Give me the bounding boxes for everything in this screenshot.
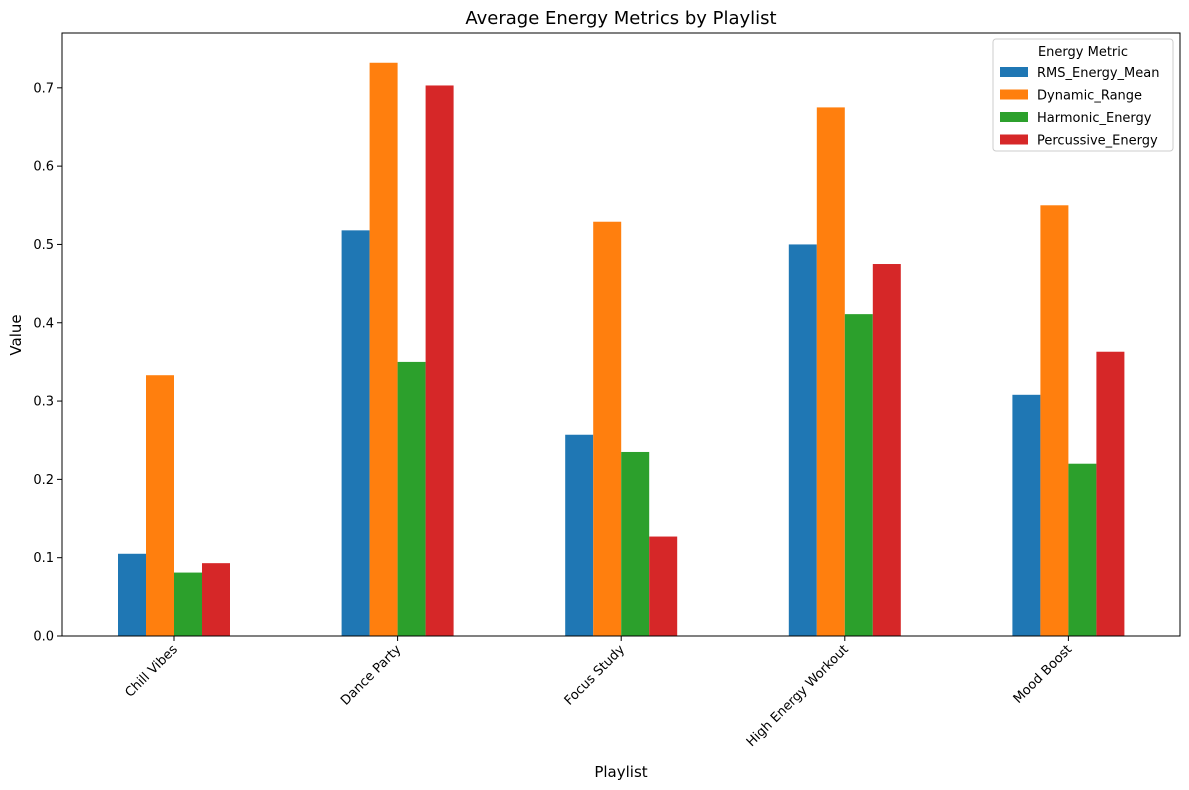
legend-box bbox=[992, 38, 1174, 152]
x-tick-label: Chill Vibes bbox=[122, 642, 181, 701]
bar-percussive-energy-chill-vibes bbox=[202, 563, 230, 636]
x-tick-label: High Energy Workout bbox=[744, 642, 852, 750]
bar-dynamic-range-dance-party bbox=[369, 62, 398, 636]
bar-percussive-energy-focus-study bbox=[649, 536, 678, 636]
plot-frame bbox=[61, 32, 1181, 637]
legend-entries: RMS_Energy_Mean Dynamic_Range Harmonic_Ene… bbox=[1000, 66, 1159, 149]
y-tick-label: 0.6 bbox=[33, 160, 54, 175]
legend-title: Energy Metric bbox=[1038, 45, 1128, 60]
bar-percussive-energy-dance-party bbox=[425, 85, 454, 637]
bar-harmonic-energy-high-energy-workout bbox=[844, 314, 873, 636]
y-tick-label: 0.7 bbox=[33, 81, 54, 96]
y-tick-label: 0.5 bbox=[33, 238, 54, 253]
bars-group bbox=[118, 62, 1125, 637]
legend-swatch-harmonic-energy bbox=[1000, 112, 1028, 122]
legend-label-harmonic-energy: Harmonic_Energy bbox=[1037, 111, 1152, 126]
x-tick-label: Mood Boost bbox=[1011, 642, 1076, 707]
x-tick-label: Focus Study bbox=[562, 642, 629, 709]
legend-label-dynamic-range: Dynamic_Range bbox=[1037, 89, 1142, 104]
bar-dynamic-range-high-energy-workout bbox=[816, 107, 845, 636]
x-axis: Chill Vibes Dance Party Focus Study High En… bbox=[122, 636, 1075, 750]
y-tick-label: 0.0 bbox=[33, 630, 54, 645]
bar-rms-energy-mean-high-energy-workout bbox=[788, 244, 817, 636]
legend-swatch-percussive-energy bbox=[1000, 134, 1028, 145]
y-tick-label: 0.1 bbox=[33, 551, 54, 566]
legend-label-rms-energy-mean: RMS_Energy_Mean bbox=[1037, 66, 1159, 81]
legend-swatch-rms-energy-mean bbox=[1000, 67, 1028, 77]
chart-title: Average Energy Metrics by Playlist bbox=[465, 8, 776, 29]
bar-percussive-energy-high-energy-workout bbox=[872, 264, 901, 636]
x-axis-title: Playlist bbox=[594, 763, 647, 781]
bar-dynamic-range-chill-vibes bbox=[146, 375, 174, 636]
bar-harmonic-energy-chill-vibes bbox=[174, 572, 202, 636]
bar-rms-energy-mean-dance-party bbox=[341, 230, 370, 636]
y-tick-label: 0.3 bbox=[33, 395, 54, 410]
bar-rms-energy-mean-chill-vibes bbox=[118, 553, 146, 636]
x-tick-label: Dance Party bbox=[338, 642, 405, 709]
bar-dynamic-range-mood-boost bbox=[1040, 205, 1069, 637]
bar-harmonic-energy-mood-boost bbox=[1068, 463, 1097, 636]
bar-rms-energy-mean-focus-study bbox=[565, 434, 594, 636]
bar-rms-energy-mean-mood-boost bbox=[1012, 394, 1041, 636]
legend: Energy Metric RMS_Energy_Mean Dynamic_Ran… bbox=[992, 38, 1174, 152]
bar-harmonic-energy-focus-study bbox=[621, 451, 650, 636]
y-tick-label: 0.4 bbox=[33, 316, 54, 331]
y-axis-title: Value bbox=[7, 314, 25, 355]
legend-label-percussive-energy: Percussive_Energy bbox=[1037, 134, 1158, 149]
bar-percussive-energy-mood-boost bbox=[1096, 351, 1125, 636]
y-axis: 0.0 0.1 0.2 0.3 0.4 0.5 0.6 0.7 bbox=[33, 81, 62, 645]
y-tick-label: 0.2 bbox=[33, 473, 54, 488]
bar-harmonic-energy-dance-party bbox=[397, 361, 426, 636]
legend-swatch-dynamic-range bbox=[1000, 89, 1028, 100]
bar-dynamic-range-focus-study bbox=[593, 221, 622, 637]
